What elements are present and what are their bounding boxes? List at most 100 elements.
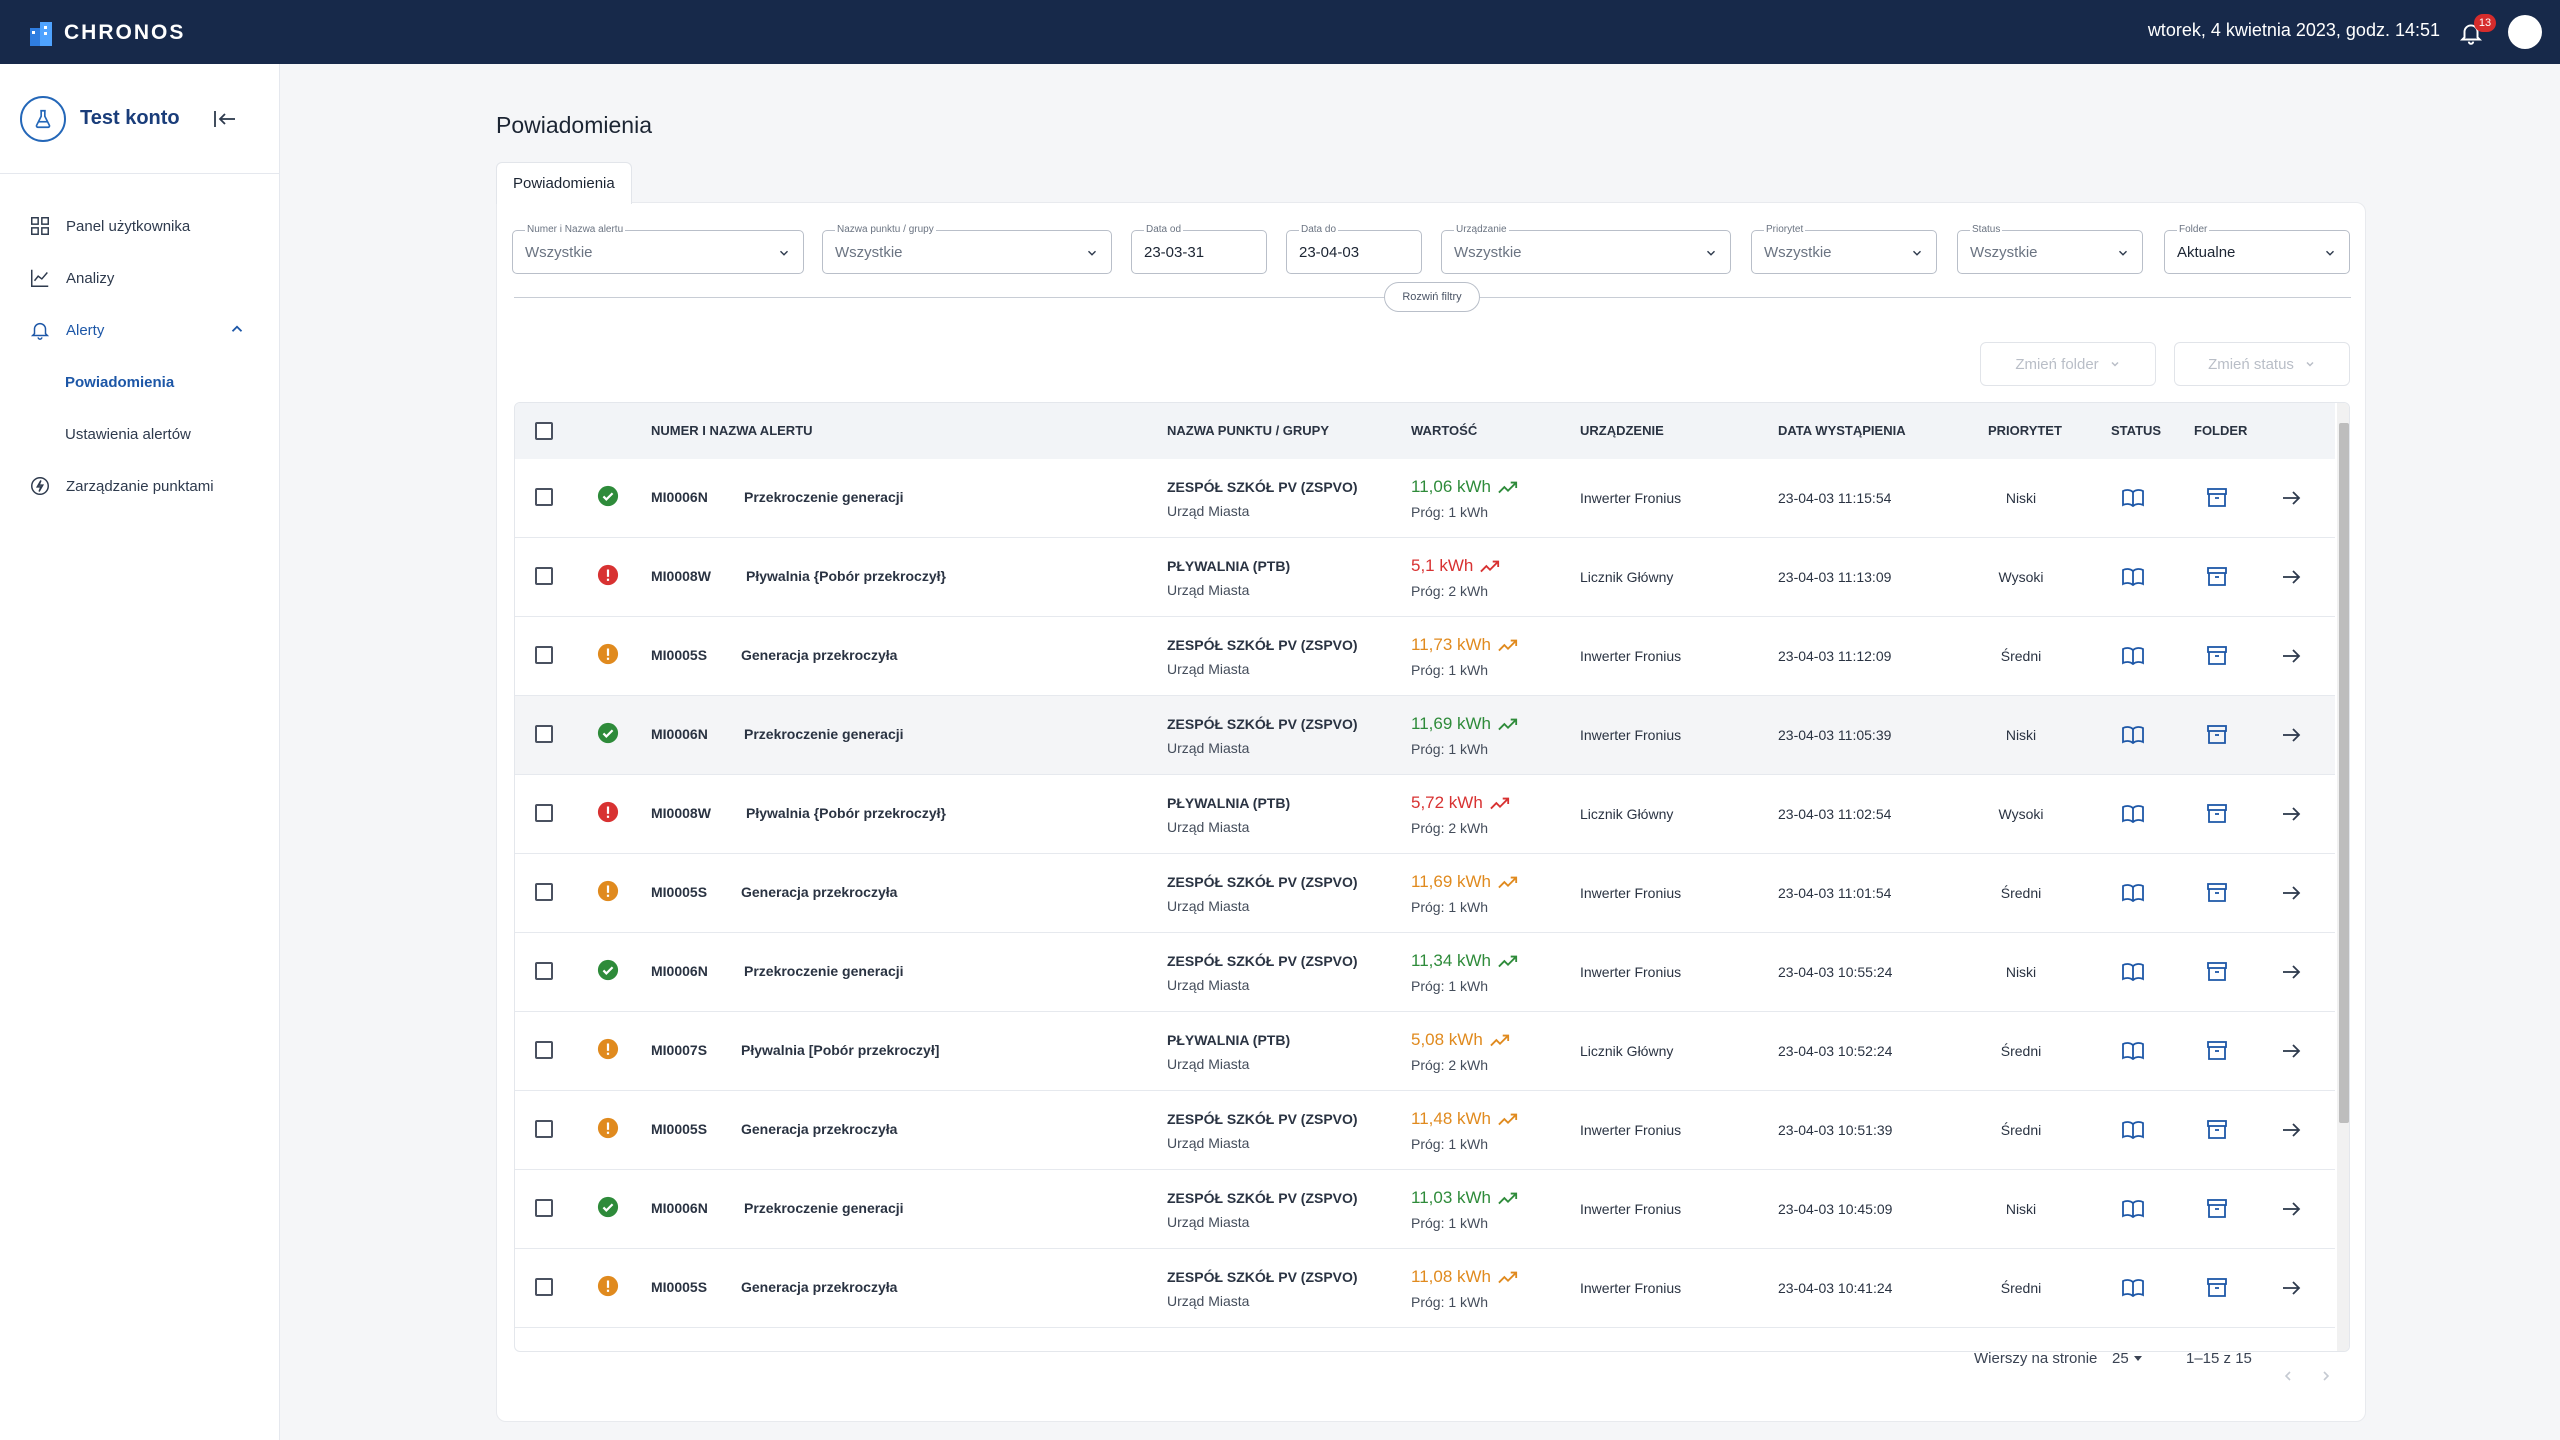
archive-icon[interactable] xyxy=(2205,486,2229,510)
expand-filters-button[interactable]: Rozwiń filtry xyxy=(1384,282,1480,312)
archive-icon[interactable] xyxy=(2205,1039,2229,1063)
header-date[interactable]: DATA WYSTĄPIENIA xyxy=(1778,423,1906,438)
row-checkbox[interactable] xyxy=(535,646,553,664)
date-from-field[interactable]: Data od 23-03-31 xyxy=(1131,224,1267,274)
table-row[interactable]: MI0005S Generacja przekroczyła ZESPÓŁ SZKÓ… xyxy=(515,1091,2335,1170)
tab-notifications[interactable]: Powiadomienia xyxy=(496,162,632,204)
arrow-right-icon[interactable] xyxy=(2279,1039,2303,1063)
book-open-icon[interactable] xyxy=(2121,486,2145,510)
book-open-icon[interactable] xyxy=(2121,1039,2145,1063)
arrow-right-icon[interactable] xyxy=(2279,1118,2303,1142)
scrollbar-thumb[interactable] xyxy=(2339,423,2349,1123)
arrow-right-icon[interactable] xyxy=(2279,1197,2303,1221)
header-priority[interactable]: PRIORYTET xyxy=(1988,423,2062,438)
table-row[interactable]: MI0006N Przekroczenie generacji ZESPÓŁ SZK… xyxy=(515,459,2335,538)
header-status[interactable]: STATUS xyxy=(2111,423,2162,438)
sidebar-item-notifications[interactable]: Powiadomienia xyxy=(0,356,279,408)
archive-icon[interactable] xyxy=(2205,1276,2229,1300)
priority-filter-select[interactable]: Priorytet Wszystkie xyxy=(1751,224,1937,274)
folder-filter-select[interactable]: Folder Aktualne xyxy=(2164,224,2350,274)
logo[interactable]: CHRONOS xyxy=(28,18,185,48)
table-row[interactable]: MI0005S Generacja przekroczyła ZESPÓŁ SZKÓ… xyxy=(515,1249,2335,1328)
row-checkbox[interactable] xyxy=(535,1041,553,1059)
row-checkbox[interactable] xyxy=(535,1199,553,1217)
row-checkbox[interactable] xyxy=(535,567,553,585)
book-open-icon[interactable] xyxy=(2121,644,2145,668)
row-checkbox[interactable] xyxy=(535,1120,553,1138)
avatar[interactable] xyxy=(2508,15,2542,49)
threshold: Próg: 1 kWh xyxy=(1411,1136,1489,1152)
row-checkbox[interactable] xyxy=(535,488,553,506)
book-open-icon[interactable] xyxy=(2121,723,2145,747)
notifications-table: NUMER I NAZWA ALERTU NAZWA PUNKTU / GRUP… xyxy=(514,402,2350,1352)
table-row[interactable]: MI0008W Pływalnia {Pobór przekroczył} PŁYW… xyxy=(515,775,2335,854)
device-name: Licznik Główny xyxy=(1580,569,1674,585)
arrow-right-icon[interactable] xyxy=(2279,723,2303,747)
table-row[interactable]: MI0005S Generacja przekroczyła ZESPÓŁ SZKÓ… xyxy=(515,617,2335,696)
archive-icon[interactable] xyxy=(2205,881,2229,905)
table-row[interactable]: MI0005S Generacja przekroczyła ZESPÓŁ SZKÓ… xyxy=(515,854,2335,933)
archive-icon[interactable] xyxy=(2205,723,2229,747)
book-open-icon[interactable] xyxy=(2121,1276,2145,1300)
table-header: NUMER I NAZWA ALERTU NAZWA PUNKTU / GRUP… xyxy=(515,403,2335,459)
row-checkbox[interactable] xyxy=(535,962,553,980)
select-all-checkbox[interactable] xyxy=(535,422,553,440)
arrow-right-icon[interactable] xyxy=(2279,1276,2303,1300)
header-value[interactable]: WARTOŚĆ xyxy=(1411,423,1478,438)
row-checkbox[interactable] xyxy=(535,883,553,901)
header-device[interactable]: URZĄDZENIE xyxy=(1580,423,1664,438)
table-row[interactable]: MI0006N Przekroczenie generacji ZESPÓŁ SZK… xyxy=(515,933,2335,1012)
row-checkbox[interactable] xyxy=(535,725,553,743)
archive-icon[interactable] xyxy=(2205,802,2229,826)
table-row[interactable]: MI0006N Przekroczenie generacji ZESPÓŁ SZK… xyxy=(515,1170,2335,1249)
change-folder-button[interactable]: Zmień folder xyxy=(1980,342,2156,386)
bell-icon[interactable] xyxy=(2458,20,2484,46)
collapse-sidebar-icon[interactable] xyxy=(212,107,238,131)
archive-icon[interactable] xyxy=(2205,960,2229,984)
next-page-icon[interactable] xyxy=(2318,1368,2334,1384)
sidebar-item-dashboard[interactable]: Panel użytkownika xyxy=(0,200,279,252)
arrow-right-icon[interactable] xyxy=(2279,486,2303,510)
header-folder[interactable]: FOLDER xyxy=(2194,423,2248,438)
sidebar-item-alerts[interactable]: Alerty xyxy=(0,304,279,356)
warning-circle-icon xyxy=(597,880,619,902)
device-filter-select[interactable]: Urządzanie Wszystkie xyxy=(1441,224,1731,274)
archive-icon[interactable] xyxy=(2205,1197,2229,1221)
arrow-right-icon[interactable] xyxy=(2279,565,2303,589)
table-scrollbar[interactable] xyxy=(2337,403,2349,1351)
group-name: Urząd Miasta xyxy=(1167,740,1250,756)
archive-icon[interactable] xyxy=(2205,644,2229,668)
alert-filter-select[interactable]: Numer i Nazwa alertu Wszystkie xyxy=(512,224,804,274)
row-checkbox[interactable] xyxy=(535,804,553,822)
book-open-icon[interactable] xyxy=(2121,1118,2145,1142)
archive-icon[interactable] xyxy=(2205,1118,2229,1142)
book-open-icon[interactable] xyxy=(2121,881,2145,905)
book-open-icon[interactable] xyxy=(2121,565,2145,589)
rows-per-page-select[interactable]: 25 xyxy=(2112,1350,2143,1367)
check-circle-icon xyxy=(597,1196,619,1218)
book-open-icon[interactable] xyxy=(2121,1197,2145,1221)
arrow-right-icon[interactable] xyxy=(2279,960,2303,984)
change-status-button[interactable]: Zmień status xyxy=(2174,342,2350,386)
header-alert[interactable]: NUMER I NAZWA ALERTU xyxy=(651,423,813,438)
point-filter-select[interactable]: Nazwa punktu / grupy Wszystkie xyxy=(822,224,1112,274)
archive-icon[interactable] xyxy=(2205,565,2229,589)
sidebar-item-points[interactable]: Zarządzanie punktami xyxy=(0,460,279,512)
prev-page-icon[interactable] xyxy=(2280,1368,2296,1384)
sidebar-item-alert-settings[interactable]: Ustawienia alertów xyxy=(0,408,279,460)
arrow-right-icon[interactable] xyxy=(2279,644,2303,668)
arrow-right-icon[interactable] xyxy=(2279,802,2303,826)
device-name: Inwerter Fronius xyxy=(1580,727,1682,743)
table-row[interactable]: MI0007S Pływalnia [Pobór przekroczył] PŁYW… xyxy=(515,1012,2335,1091)
arrow-right-icon[interactable] xyxy=(2279,881,2303,905)
header-point[interactable]: NAZWA PUNKTU / GRUPY xyxy=(1167,423,1330,438)
status-filter-select[interactable]: Status Wszystkie xyxy=(1957,224,2143,274)
book-open-icon[interactable] xyxy=(2121,802,2145,826)
sidebar-item-analytics[interactable]: Analizy xyxy=(0,252,279,304)
book-open-icon[interactable] xyxy=(2121,960,2145,984)
table-row[interactable]: MI0006N Przekroczenie generacji ZESPÓŁ SZK… xyxy=(515,696,2335,775)
row-checkbox[interactable] xyxy=(535,1278,553,1296)
chevron-up-icon[interactable] xyxy=(228,320,246,338)
table-row[interactable]: MI0008W Pływalnia {Pobór przekroczył} PŁYW… xyxy=(515,538,2335,617)
date-to-field[interactable]: Data do 23-04-03 xyxy=(1286,224,1422,274)
